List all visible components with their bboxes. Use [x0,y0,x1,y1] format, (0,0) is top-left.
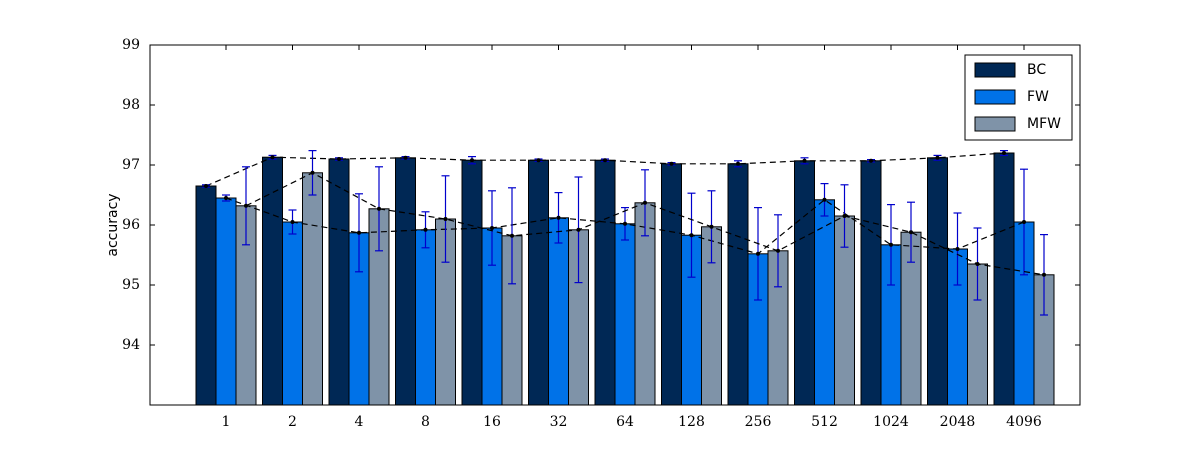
point [337,157,341,161]
bar [461,159,483,406]
point [403,155,408,160]
point [310,170,315,175]
y-axis-label: accuracy [105,193,121,256]
x-tick-label: 32 [550,414,568,430]
point [1022,220,1026,224]
point [470,158,474,163]
point [443,217,448,221]
bar [215,197,237,406]
x-tick-label: 256 [745,414,772,430]
point [576,227,581,232]
point [556,215,561,220]
bar [395,157,416,406]
bar [528,159,549,406]
point [1042,272,1046,277]
bar [282,221,303,406]
legend-swatch [974,62,1016,78]
bar [860,160,882,406]
point [510,233,514,238]
x-tick-label: 512 [811,414,838,430]
point [776,248,780,253]
point [889,242,893,247]
point [377,206,381,211]
point [909,230,913,235]
point [623,221,627,226]
point [689,233,694,238]
x-tick-label: 2048 [940,414,976,430]
bar [262,156,283,406]
x-tick-label: 64 [616,414,634,430]
point [643,200,647,205]
x-tick-label: 1024 [873,414,909,430]
bar [195,185,217,406]
point [290,220,295,224]
point [709,224,714,229]
point [270,155,275,160]
point [1002,151,1006,155]
bar [993,152,1015,406]
bar [302,172,323,406]
bar [594,159,616,406]
point [822,197,827,202]
x-tick-label: 8 [421,414,430,430]
x-tick-label: 4 [355,414,364,430]
legend-swatch [974,116,1016,132]
y-tick-label: 97 [122,157,140,173]
point [869,158,873,163]
point [669,161,674,166]
point [842,214,847,218]
bar [415,229,436,406]
y-tick-label: 99 [122,37,140,53]
point [536,158,541,163]
y-tick-label: 96 [122,217,140,233]
point [975,262,980,266]
y-tick-label: 95 [122,277,140,293]
x-tick-label: 1 [222,414,231,430]
point [802,158,807,163]
x-tick-label: 16 [483,414,501,430]
point [756,251,760,256]
point [736,161,740,166]
bar [661,163,682,406]
y-tick-label: 94 [122,337,140,353]
point [224,196,228,200]
legend-label: BC [1027,62,1046,78]
point [357,230,361,235]
point [490,226,494,230]
point [955,247,960,251]
bar [548,217,569,406]
legend-label: MFW [1027,116,1061,132]
x-tick-label: 4096 [1006,414,1042,430]
bar [794,160,815,406]
point [935,155,940,160]
bar [927,157,948,406]
point [603,158,607,163]
plot-frame [149,44,1081,406]
y-tick-label: 98 [122,97,140,113]
bar [328,158,350,406]
legend-swatch [974,89,1016,105]
point [244,203,248,208]
x-tick-label: 2 [288,414,297,430]
x-tick-label: 128 [678,414,705,430]
point [423,227,428,232]
point [204,184,208,188]
bar [614,223,636,406]
legend-label: FW [1027,89,1049,105]
bar [727,163,749,406]
